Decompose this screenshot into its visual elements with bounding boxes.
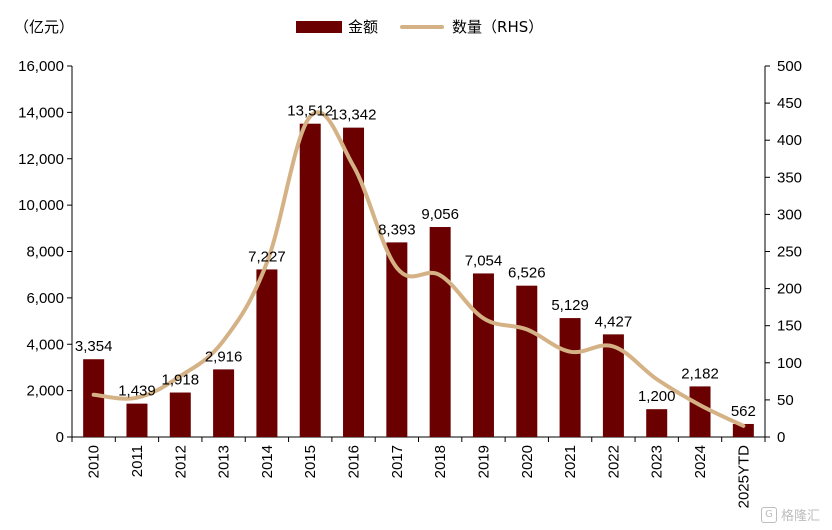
- bar: [386, 242, 408, 437]
- y-left-tick-label: 2,000: [26, 383, 64, 400]
- bar: [602, 334, 624, 437]
- bar-value-label: 5,129: [551, 297, 589, 314]
- bar-value-label: 2,916: [205, 348, 243, 365]
- x-tick-label: 2010: [86, 445, 103, 478]
- x-tick-label: 2016: [346, 445, 363, 478]
- bar-value-label: 9,056: [421, 206, 459, 223]
- x-tick-label: 2014: [259, 445, 276, 478]
- bar-value-label: 7,054: [465, 252, 503, 269]
- y-right-tick-label: 350: [777, 169, 802, 186]
- bar-value-label: 8,393: [378, 221, 416, 238]
- legend-item-amount: 金额: [296, 16, 378, 37]
- x-tick-label: 2011: [129, 445, 146, 477]
- y-left-tick-label: 12,000: [18, 151, 64, 168]
- watermark-logo-icon: G: [760, 506, 777, 523]
- y-right-tick-label: 100: [777, 355, 802, 372]
- y-right-tick-label: 200: [777, 281, 802, 298]
- x-tick-label: 2013: [216, 445, 233, 478]
- bar: [472, 273, 494, 437]
- legend-swatch-bar: [296, 20, 342, 33]
- bar: [559, 318, 581, 437]
- chart-axes: 0 2,000 4,000 6,000 8,000 10,000 12,000 14,000 1…: [18, 58, 802, 508]
- bar: [343, 127, 365, 437]
- bar: [689, 386, 711, 437]
- y-left-tick-label: 6,000: [26, 290, 64, 307]
- bar-value-label: 1,439: [118, 383, 156, 400]
- bar-value-label: 7,227: [248, 248, 286, 265]
- bar-series: [83, 123, 754, 438]
- x-tick-label: 2015: [302, 445, 319, 478]
- bar: [516, 285, 538, 437]
- legend-label-count: 数量（RHS）: [452, 18, 544, 36]
- bar: [213, 369, 235, 437]
- bar: [83, 359, 105, 437]
- watermark-text: 格隆汇: [780, 509, 820, 524]
- bar-value-label: 6,526: [508, 265, 546, 282]
- bar-value-label: 1,918: [162, 372, 200, 389]
- y-left-tick-label: 8,000: [26, 244, 64, 261]
- bar-value-label: 3,354: [75, 338, 113, 355]
- y-left-tick-label: 16,000: [18, 58, 64, 75]
- legend-swatch-line: [400, 24, 445, 29]
- watermark: G 格隆汇: [760, 505, 820, 524]
- bar-value-label: 4,427: [595, 313, 633, 330]
- line-series: [91, 110, 746, 428]
- unit-label: （亿元）: [14, 18, 75, 36]
- x-tick-label: 2018: [432, 445, 449, 478]
- bar: [126, 403, 148, 437]
- x-tick-label: 2012: [172, 445, 189, 478]
- x-tick-label: 2024: [692, 445, 709, 478]
- bar: [169, 392, 191, 437]
- x-tick-label: 2017: [389, 445, 406, 478]
- x-tick-label: 2022: [605, 445, 622, 478]
- bar: [429, 227, 451, 437]
- x-tick-label: 2023: [649, 445, 666, 478]
- bar: [256, 269, 278, 437]
- y-right-tick-label: 150: [777, 318, 802, 335]
- bar-value-label: 13,342: [331, 107, 377, 124]
- bar-value-label: 562: [731, 403, 756, 420]
- y-right-tick-label: 250: [777, 244, 802, 261]
- y-right-tick-label: 400: [777, 132, 802, 149]
- y-right-tick-label: 450: [777, 95, 802, 112]
- legend-label-amount: 金额: [348, 18, 379, 36]
- y-right-tick-label: 50: [777, 392, 794, 409]
- y-left-tick-label: 14,000: [18, 104, 64, 121]
- bar-value-label: 13,512: [287, 103, 333, 120]
- y-right-tick-label: 500: [777, 58, 802, 75]
- y-left-tick-label: 0: [56, 429, 64, 446]
- bar: [299, 123, 321, 438]
- bar-value-label: 2,182: [681, 365, 719, 382]
- legend: 金额 数量（RHS）: [296, 16, 565, 37]
- bar: [732, 423, 754, 437]
- y-right-tick-label: 300: [777, 206, 802, 223]
- x-tick-label: 2020: [519, 445, 536, 478]
- x-tick-label: 2021: [562, 445, 579, 478]
- bar: [646, 409, 668, 437]
- y-right-tick-label: 0: [777, 429, 785, 446]
- bar-value-label: 1,200: [638, 388, 676, 405]
- legend-item-count: 数量（RHS）: [400, 16, 543, 37]
- y-left-tick-label: 10,000: [18, 197, 64, 214]
- x-tick-label: 2025YTD: [735, 445, 752, 509]
- x-tick-label: 2019: [475, 445, 492, 478]
- y-left-tick-label: 4,000: [26, 336, 64, 353]
